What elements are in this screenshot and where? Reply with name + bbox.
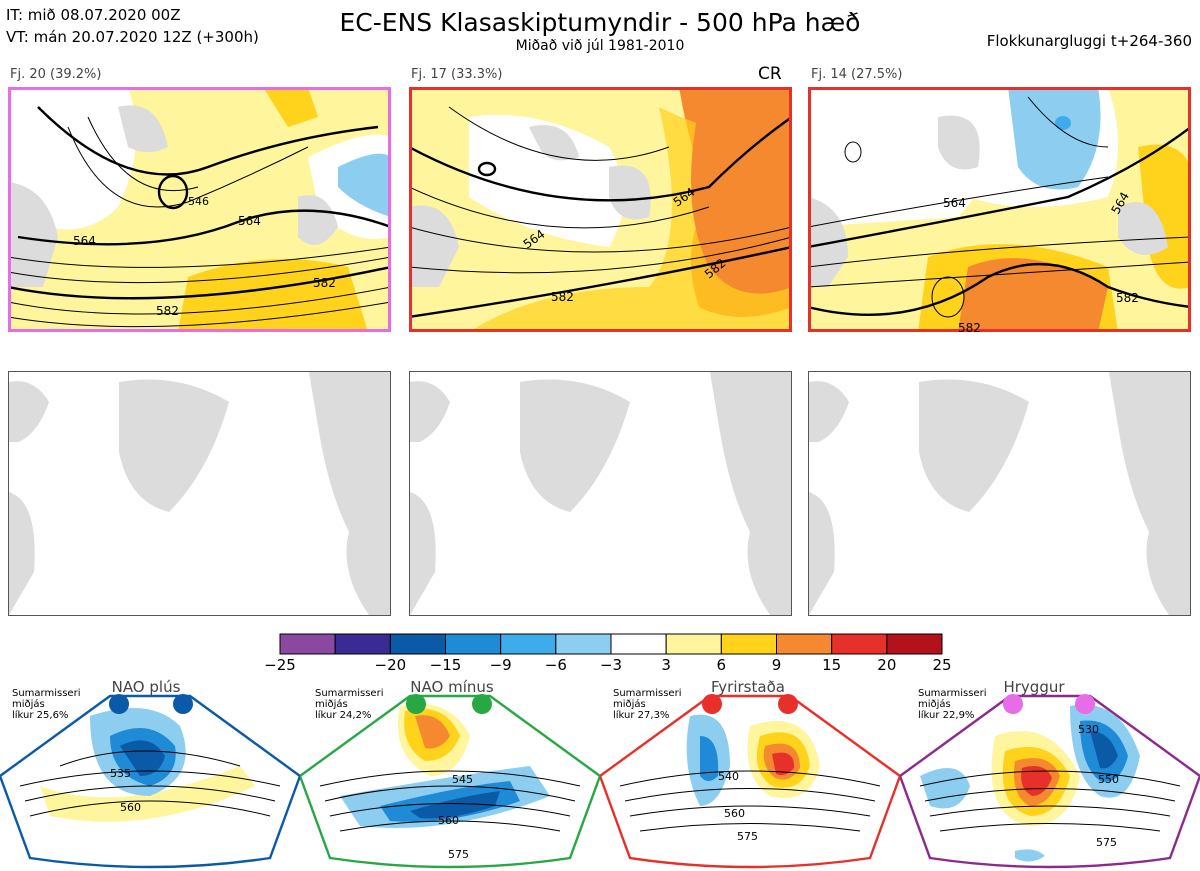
- cluster-1-map: 564 546 564 582 582: [8, 87, 391, 332]
- cluster-1-contour-5: 582: [156, 304, 179, 318]
- pattern-1-contour-1: 535: [110, 767, 131, 780]
- empty-map-3: [808, 371, 1191, 616]
- initial-time: IT: mið 08.07.2020 00Z: [6, 6, 181, 24]
- pattern-4-contour-3: 575: [1096, 836, 1117, 849]
- pattern-4-title: Hryggur: [1003, 678, 1065, 696]
- pattern-2-contour-3: 575: [448, 848, 469, 861]
- pattern-3-info: Sumarmisseri miðjás líkur 27,3%: [613, 688, 682, 721]
- pattern-nao-plus: [0, 676, 300, 871]
- colorbar-tick: −9: [490, 656, 512, 674]
- colorbar-tick: 25: [932, 656, 951, 674]
- cluster-1-contour-3: 564: [238, 214, 261, 228]
- colorbar-segment: [500, 633, 557, 655]
- pattern-nao-minus: [300, 676, 600, 871]
- colorbar-tick: −20: [375, 656, 407, 674]
- colorbar-segment: [886, 633, 943, 655]
- cluster-3-label: Fj. 14 (27.5%): [811, 67, 903, 82]
- pattern-4-dot-right: [1075, 694, 1095, 714]
- colorbar-segment: [610, 633, 667, 655]
- pattern-blocking: [600, 676, 900, 871]
- pattern-2-contour-2: 560: [438, 814, 459, 827]
- colorbar-segment: [776, 633, 833, 655]
- colorbar-tick: −25: [264, 656, 296, 674]
- colorbar-segment: [389, 633, 447, 655]
- pattern-ridge: [900, 676, 1200, 871]
- pattern-1-dot-left: [109, 694, 129, 714]
- cluster-1-contour-1: 564: [73, 234, 96, 248]
- cluster-3-contour-1: 564: [943, 196, 966, 210]
- pattern-2-dot-right: [472, 694, 492, 714]
- colorbar-segment: [831, 633, 888, 655]
- pattern-1-dot-right: [173, 694, 193, 714]
- pattern-4-contour-2: 550: [1098, 773, 1119, 786]
- pattern-4-dot-left: [1003, 694, 1023, 714]
- pattern-3-title: Fyrirstaða: [711, 678, 785, 696]
- colorbar-tick: 20: [877, 656, 896, 674]
- page-title: EC-ENS Klasaskiptumyndir - 500 hPa hæð: [339, 8, 861, 37]
- valid-time: VT: mán 20.07.2020 12Z (+300h): [6, 28, 259, 46]
- pattern-3-dot-right: [778, 694, 798, 714]
- colorbar-segment: [720, 633, 778, 655]
- pattern-4-info: Sumarmisseri miðjás líkur 22,9%: [918, 688, 987, 721]
- colorbar-segment: [555, 633, 612, 655]
- cluster-3-map: 564 564 582 582: [808, 87, 1191, 332]
- colorbar-tick: −15: [430, 656, 462, 674]
- cluster-3-contour-3: 582: [1116, 291, 1139, 305]
- cluster-2-flag: CR: [758, 64, 782, 84]
- window-label: Flokkunargluggi t+264-360: [986, 32, 1192, 50]
- pattern-2-title: NAO mínus: [410, 678, 494, 696]
- pattern-3-contour-1: 540: [718, 770, 739, 783]
- pattern-3-dot-left: [702, 694, 722, 714]
- colorbar-segment: [279, 633, 336, 655]
- colorbar-tick: 9: [772, 656, 782, 674]
- colorbar-tick: 15: [822, 656, 841, 674]
- cluster-1-contour-2: 546: [188, 195, 209, 208]
- colorbar-svg: −25 −20 −15 −9 −6 −3 3 6 9 15 20 25: [264, 633, 952, 674]
- cluster-2-map: 564 564 582 582: [409, 87, 792, 332]
- empty-map-1: [8, 371, 391, 616]
- pattern-1-title: NAO plús: [111, 678, 181, 696]
- pattern-2-dot-left: [406, 694, 426, 714]
- cluster-1-label: Fj. 20 (39.2%): [10, 67, 102, 82]
- colorbar: −25 −20 −15 −9 −6 −3 3 6 9 15 20 25: [264, 632, 964, 674]
- colorbar-segment: [334, 633, 391, 655]
- header-info: IT: mið 08.07.2020 00Z VT: mán 20.07.202…: [6, 4, 259, 48]
- pattern-4-contour-1: 530: [1078, 723, 1099, 736]
- cluster-3-contour-4: 582: [958, 321, 981, 332]
- pattern-3-contour-2: 560: [724, 807, 745, 820]
- colorbar-segment: [445, 633, 502, 655]
- cluster-2-contour-4: 582: [551, 290, 574, 304]
- colorbar-tick: −6: [545, 656, 567, 674]
- pattern-1-contour-2: 560: [120, 801, 141, 814]
- pattern-3-contour-3: 575: [737, 830, 758, 843]
- colorbar-tick: 3: [661, 656, 671, 674]
- colorbar-segment: [665, 633, 722, 655]
- colorbar-tick: 6: [717, 656, 727, 674]
- cluster-1-contour-4: 582: [313, 276, 336, 290]
- empty-map-2: [409, 371, 792, 616]
- pattern-1-info: Sumarmisseri miðjás líkur 25,6%: [12, 688, 81, 721]
- colorbar-tick: −3: [600, 656, 622, 674]
- cluster-2-label: Fj. 17 (33.3%): [411, 67, 503, 82]
- pattern-2-info: Sumarmisseri miðjás líkur 24,2%: [315, 688, 384, 721]
- pattern-2-contour-1: 545: [452, 773, 473, 786]
- page-subtitle: Miðað við júl 1981-2010: [515, 38, 685, 54]
